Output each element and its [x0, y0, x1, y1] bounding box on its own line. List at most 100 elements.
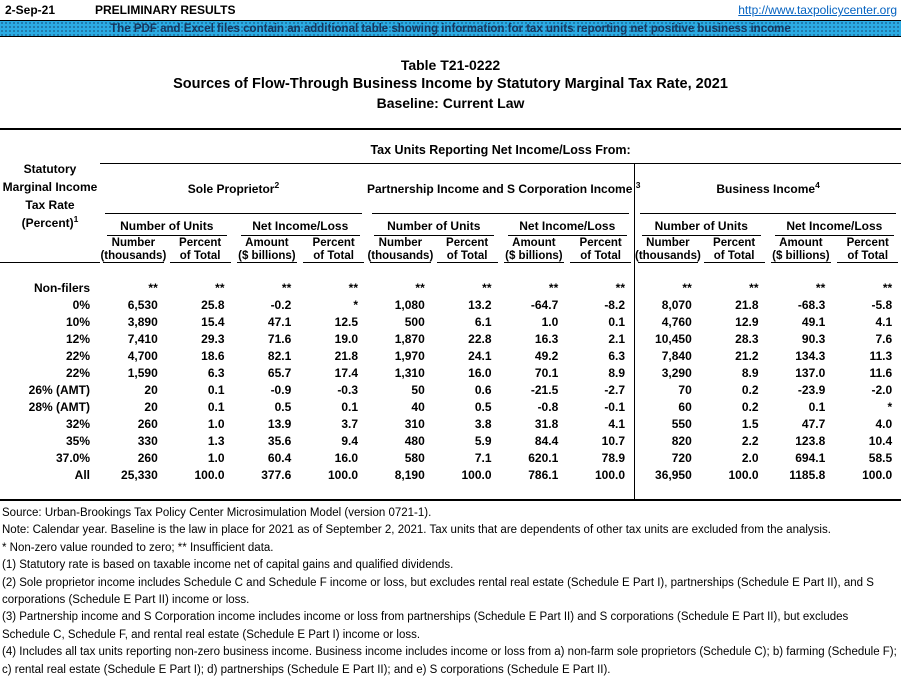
table-row: Non-filers ** ** ** ** ** ** ** ** ** ** ** ** [0, 279, 901, 296]
table-cell: 260 [137, 450, 158, 465]
table-cell: 3,290 [634, 364, 701, 381]
table-cell: 1.3 [207, 433, 225, 448]
table-cell: 1,870 [394, 331, 425, 346]
table-cell: 47.7 [801, 416, 826, 431]
group-header-business-income: Business Income4 [634, 164, 901, 214]
taxpolicycenter-link[interactable]: http://www.taxpolicycenter.org [738, 3, 897, 17]
table-cell: 8,190 [394, 467, 425, 482]
table-cell: 25,330 [121, 467, 158, 482]
table-cell: 7.6 [875, 331, 893, 346]
row-label: 12% [65, 331, 90, 346]
table-cell: 9.4 [341, 433, 358, 448]
table-row: 28% (AMT) 20 0.1 0.5 0.1 40 0.5 -0.8 -0.1 60 0.2 0.… [0, 398, 901, 415]
table-cell: 330 [137, 433, 158, 448]
table-cell: -8.2 [604, 297, 625, 312]
table-cell: 29.3 [201, 331, 225, 346]
table-cell: 0.5 [474, 399, 492, 414]
table-cell: 10.7 [601, 433, 625, 448]
table-cell: 8,070 [634, 296, 701, 313]
table-cell: 21.8 [334, 348, 358, 363]
table-cell: 3.8 [474, 416, 492, 431]
row-label: 22% [65, 365, 90, 380]
table-cell: 25.8 [201, 297, 225, 312]
table-cell: 58.5 [868, 450, 893, 465]
table-cell: 820 [634, 432, 701, 449]
table-cell: 21.2 [735, 348, 759, 363]
row-header-line: Marginal Income [2, 180, 98, 194]
footnote-marker: 3 [635, 180, 641, 190]
table-cell: 100.0 [461, 467, 492, 482]
table-cell: 12.5 [334, 314, 358, 329]
table-cell: 0.2 [741, 382, 759, 397]
table-cell: -68.3 [797, 297, 826, 312]
table-cell: 65.7 [267, 365, 292, 380]
table-cell: 1.0 [541, 314, 559, 329]
table-cell: 1.0 [207, 416, 225, 431]
table-cell: 137.0 [795, 365, 826, 380]
table-cell: ** [749, 280, 759, 295]
table-cell: 100.0 [594, 467, 625, 482]
table-row: 26% (AMT) 20 0.1 -0.9 -0.3 50 0.6 -21.5 -2.7 70 0.… [0, 381, 901, 398]
table-cell: 260 [137, 416, 158, 431]
col-header-number: Number (thousands) [367, 236, 434, 263]
table-cell: 0.1 [207, 399, 225, 414]
table-cell: 480 [404, 433, 425, 448]
col-header-amount: Amount ($ billions) [234, 236, 301, 263]
table-cell: 2.2 [741, 433, 759, 448]
table-cell: 12.9 [735, 314, 759, 329]
table-cell: -0.1 [604, 399, 625, 414]
col-header-number: Number (thousands) [634, 236, 701, 263]
table-cell: 4,700 [127, 348, 158, 363]
table-cell: 3,890 [127, 314, 158, 329]
subheader-net-income-loss: Net Income/Loss [234, 214, 368, 236]
table-cell: 620.1 [528, 450, 559, 465]
info-banner: The PDF and Excel files contain an addit… [0, 20, 901, 37]
table-cell: 7,840 [634, 347, 701, 364]
table-cell: 13.2 [468, 297, 492, 312]
footnotes: Source: Urban-Brookings Tax Policy Cente… [0, 505, 901, 679]
table-cell: 4.1 [875, 314, 893, 329]
table-cell: 35.6 [267, 433, 292, 448]
col-header-percent: Percent of Total [300, 236, 367, 263]
footnote-note: Note: Calendar year. Baseline is the law… [2, 524, 831, 537]
footnote-marker: 2 [274, 180, 280, 190]
table-row: 12% 7,410 29.3 71.6 19.0 1,870 22.8 16.3 2.1 10,4… [0, 330, 901, 347]
table-row: All 25,330 100.0 377.6 100.0 8,190 100.0 786.1 1… [0, 466, 901, 483]
table-cell: 50 [411, 382, 425, 397]
table-cell: -2.0 [871, 382, 893, 397]
table-cell: -0.9 [270, 382, 292, 397]
table-cell: ** [882, 280, 893, 295]
table-cell: 15.4 [201, 314, 225, 329]
table-cell: 1,590 [127, 365, 158, 380]
table-cell: 19.0 [334, 331, 358, 346]
col-header-percent: Percent of Total [834, 236, 901, 263]
footnote-2: (2) Sole proprietor income includes Sche… [2, 576, 874, 607]
table-cell: 70 [634, 381, 701, 398]
table-cell: 36,950 [634, 466, 701, 483]
table-cell: 6.3 [608, 348, 625, 363]
table-row: 35% 330 1.3 35.6 9.4 480 5.9 84.4 10.7 820 2.2 123.… [0, 432, 901, 449]
table-cell: 3.7 [341, 416, 358, 431]
table-cell: 16.0 [334, 450, 358, 465]
table-cell: 7,410 [127, 331, 158, 346]
spacer-row [0, 263, 901, 279]
col-header-percent: Percent of Total [701, 236, 768, 263]
row-label: Non-filers [33, 280, 90, 295]
table-cell: 20 [144, 399, 158, 414]
col-header-amount: Amount ($ billions) [501, 236, 568, 263]
group-header-sole-proprietor: Sole Proprietor2 [100, 164, 367, 214]
table-cell: 11.6 [869, 365, 893, 380]
table-cell: 24.1 [468, 348, 492, 363]
table-cell: 11.3 [869, 348, 893, 363]
table-cell: 0.1 [207, 382, 225, 397]
footnote-source: Source: Urban-Brookings Tax Policy Cente… [2, 507, 432, 519]
table-cell: 28.3 [735, 331, 759, 346]
table-cell: -2.7 [604, 382, 625, 397]
table-cell: 31.8 [534, 416, 559, 431]
table-cell: 0.1 [608, 314, 625, 329]
table-cell: 17.4 [334, 365, 358, 380]
row-label: 35% [65, 433, 90, 448]
table-cell: 2.0 [741, 450, 759, 465]
row-group-header: Statutory Marginal Income Tax Rate (Perc… [0, 130, 100, 263]
row-label: 37.0% [55, 450, 90, 465]
